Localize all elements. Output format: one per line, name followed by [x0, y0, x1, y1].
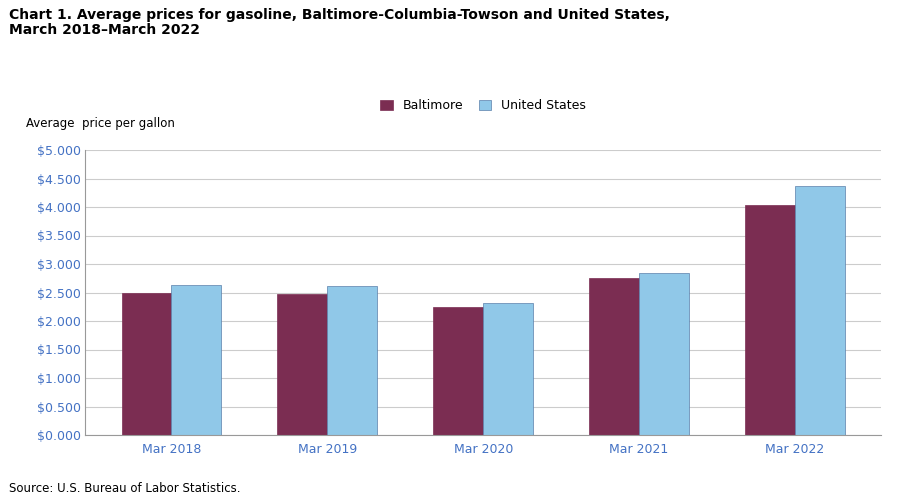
Text: Chart 1. Average prices for gasoline, Baltimore-Columbia-Towson and United State: Chart 1. Average prices for gasoline, Ba… [9, 8, 670, 22]
Bar [278, 294, 327, 435]
Bar [483, 303, 533, 435]
Bar [745, 204, 795, 435]
Bar [172, 285, 221, 435]
Legend: Baltimore, United States: Baltimore, United States [380, 99, 586, 112]
Bar [433, 308, 484, 435]
Text: March 2018–March 2022: March 2018–March 2022 [9, 22, 200, 36]
Bar [327, 286, 378, 435]
Bar [589, 278, 639, 435]
Bar [639, 272, 689, 435]
Bar [121, 293, 172, 435]
Text: Source: U.S. Bureau of Labor Statistics.: Source: U.S. Bureau of Labor Statistics. [9, 482, 241, 495]
Text: Average  price per gallon: Average price per gallon [26, 117, 174, 130]
Bar [795, 186, 845, 435]
